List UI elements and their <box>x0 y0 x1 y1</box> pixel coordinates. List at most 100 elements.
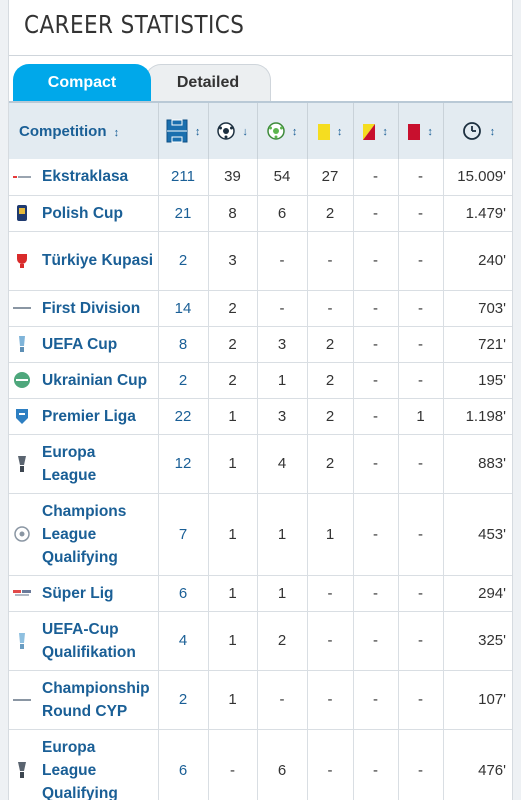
second-yellow-cell: - <box>353 290 399 327</box>
section-title: CAREER STATISTICS <box>24 10 245 39</box>
appearances-cell[interactable]: 8 <box>158 326 209 363</box>
table-row: Europa League Qualifying 6-6- - -476' <box>9 729 512 800</box>
table-row: Türkiye Kupasi 2 3- - - -240' <box>9 231 512 291</box>
appearances-cell[interactable]: 21 <box>158 195 209 232</box>
competition-cell: UEFA Cup <box>9 326 159 363</box>
tab-bar: Compact Detailed <box>9 56 512 101</box>
yellow-cards-cell: - <box>307 231 354 291</box>
goals-cell: 1 <box>208 434 258 494</box>
minutes-column-header[interactable]: ↕ <box>443 101 512 159</box>
competition-cell: Champions League Qualifying <box>9 493 159 576</box>
assists-cell: - <box>257 290 308 327</box>
turkiye-kupasi-logo-icon <box>13 252 31 270</box>
goals-cell: 2 <box>208 326 258 363</box>
competition-link[interactable]: Champions League Qualifying <box>42 502 127 566</box>
assist-ball-icon <box>266 122 285 140</box>
goals-cell: 1 <box>208 670 258 730</box>
competition-cell: Ekstraklasa <box>9 159 159 196</box>
sort-icon: ↕ <box>194 125 201 138</box>
competition-link[interactable]: UEFA-Cup Qualifikation <box>42 620 136 661</box>
red-card-icon <box>408 123 421 140</box>
competition-link[interactable]: Ekstraklasa <box>42 168 129 186</box>
section-header: CAREER STATISTICS <box>9 0 512 56</box>
uefa-cup-logo-icon <box>13 335 31 353</box>
table-row: First Division 14 2- - - -703' <box>9 290 512 327</box>
appearances-cell[interactable]: 2 <box>158 670 209 730</box>
polish-cup-logo-icon <box>13 204 31 222</box>
goals-column-header[interactable]: ↓ <box>208 101 258 159</box>
yellow-cards-column-header[interactable]: ↕ <box>307 101 354 159</box>
red-cards-cell: - <box>398 362 444 399</box>
red-cards-cell: - <box>398 159 444 196</box>
second-yellow-cell: - <box>353 231 399 291</box>
assists-cell: 3 <box>257 398 308 435</box>
table-row: Premier Liga 22 1 3 2-1 1.198' <box>9 398 512 435</box>
championship-round-cyp-logo-icon <box>13 691 31 709</box>
appearances-cell[interactable]: 12 <box>158 434 209 494</box>
competition-link[interactable]: Türkiye Kupasi <box>42 252 154 269</box>
minutes-cell: 453' <box>443 493 512 576</box>
yellow-cards-cell: 2 <box>307 362 354 399</box>
red-cards-cell: - <box>398 611 444 671</box>
appearances-cell[interactable]: 211 <box>158 159 209 196</box>
second-yellow-cell: - <box>353 611 399 671</box>
second-yellow-cell: - <box>353 575 399 612</box>
competition-cell: First Division <box>9 290 159 327</box>
appearances-cell[interactable]: 14 <box>158 290 209 327</box>
competition-link[interactable]: Polish Cup <box>42 204 123 222</box>
competition-link[interactable]: UEFA Cup <box>42 335 118 353</box>
competition-cell: Europa League <box>9 434 159 494</box>
europa-league-qualifying-logo-icon <box>13 761 31 779</box>
assists-cell: 1 <box>257 493 308 576</box>
minutes-cell: 1.479' <box>443 195 512 232</box>
goals-cell: 1 <box>208 493 258 576</box>
pitch-icon <box>166 119 188 143</box>
appearances-cell[interactable]: 22 <box>158 398 209 435</box>
appearances-column-header[interactable]: ↕ <box>158 101 209 159</box>
competition-link[interactable]: Premier Liga <box>42 407 136 425</box>
red-cards-cell: - <box>398 195 444 232</box>
minutes-cell: 703' <box>443 290 512 327</box>
competition-link[interactable]: Europa League <box>42 443 97 484</box>
competition-link[interactable]: Ukrainian Cup <box>42 371 148 389</box>
red-cards-column-header[interactable]: ↕ <box>398 101 444 159</box>
sort-icon: ↕ <box>291 125 298 138</box>
goals-cell: 2 <box>208 362 258 399</box>
ukrainian-cup-logo-icon <box>13 371 31 389</box>
appearances-cell[interactable]: 2 <box>158 362 209 399</box>
yellow-cards-cell: 27 <box>307 159 354 196</box>
super-lig-logo-icon <box>13 584 31 602</box>
assists-cell: 54 <box>257 159 308 196</box>
competition-link[interactable]: First Division <box>42 299 141 317</box>
red-cards-cell: - <box>398 290 444 327</box>
competition-link[interactable]: Süper Lig <box>42 584 114 602</box>
competition-link[interactable]: Europa League Qualifying <box>42 738 118 800</box>
premier-liga-logo-icon <box>13 407 31 425</box>
competition-cell: Süper Lig <box>9 575 159 612</box>
competition-cell: Championship Round CYP <box>9 670 159 730</box>
table-row: Champions League Qualifying 7 1 1 1- -453' <box>9 493 512 576</box>
appearances-cell[interactable]: 4 <box>158 611 209 671</box>
sort-icon: ↕ <box>427 126 433 139</box>
tab-compact[interactable]: Compact <box>13 64 151 101</box>
appearances-cell[interactable]: 2 <box>158 231 209 291</box>
assists-column-header[interactable]: ↕ <box>257 101 308 159</box>
goals-cell: 3 <box>208 231 258 291</box>
minutes-cell: 325' <box>443 611 512 671</box>
yellow-cards-cell: - <box>307 290 354 327</box>
appearances-cell[interactable]: 6 <box>158 729 209 800</box>
red-cards-cell: 1 <box>398 398 444 435</box>
table-row: UEFA-Cup Qualifikation 4 1 2- - -325' <box>9 611 512 671</box>
second-yellow-column-header[interactable]: ↕ <box>353 101 399 159</box>
career-statistics-card: CAREER STATISTICS Compact Detailed Compe… <box>8 0 513 800</box>
sort-icon: ↕ <box>113 126 120 139</box>
competition-link[interactable]: Championship Round CYP <box>42 679 150 720</box>
tab-detailed[interactable]: Detailed <box>145 64 271 101</box>
assists-cell: 1 <box>257 575 308 612</box>
appearances-cell[interactable]: 6 <box>158 575 209 612</box>
appearances-cell[interactable]: 7 <box>158 493 209 576</box>
red-cards-cell: - <box>398 493 444 576</box>
yellow-cards-cell: - <box>307 575 354 612</box>
competition-column-header[interactable]: Competition ↕ <box>9 101 159 159</box>
competition-cell: Ukrainian Cup <box>9 362 159 399</box>
